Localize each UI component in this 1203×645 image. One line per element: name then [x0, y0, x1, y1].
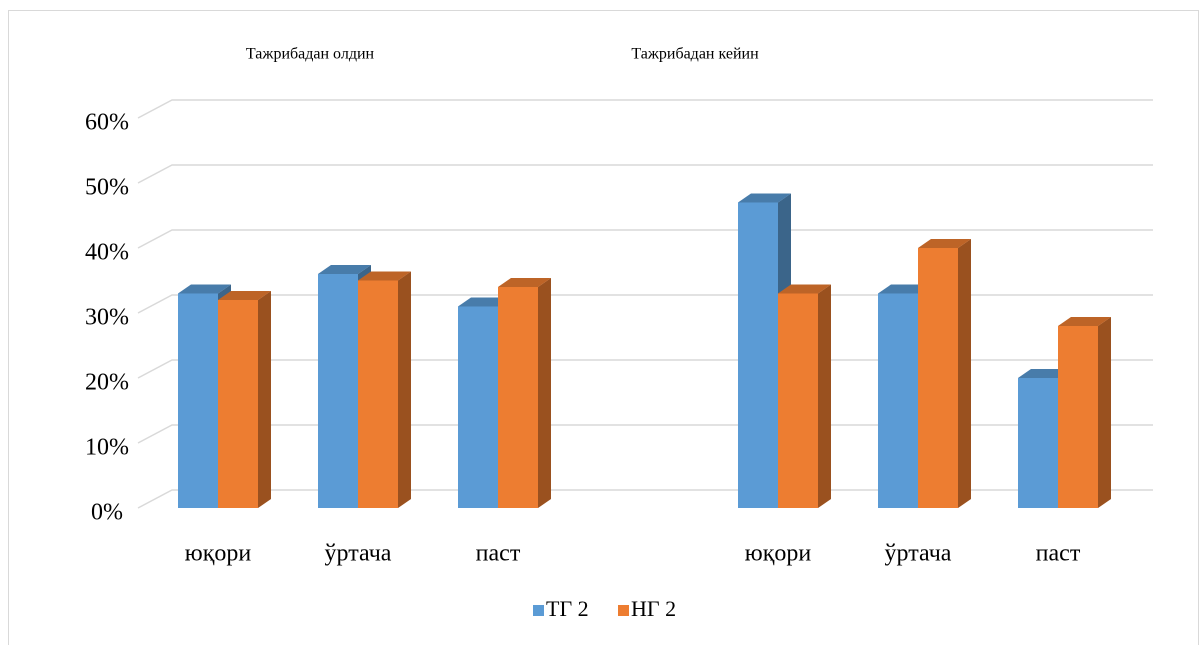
y-tick-label: 50% [85, 175, 129, 201]
legend-label: НГ 2 [631, 596, 676, 621]
bar-face [778, 284, 831, 294]
bar-face [1018, 369, 1071, 378]
x-tick-label: паст [476, 541, 521, 567]
bar-face [498, 278, 551, 287]
bar-face [318, 274, 358, 508]
bar-face [958, 239, 971, 508]
bar-face [458, 306, 498, 508]
bar-face [178, 293, 218, 508]
bar-face [458, 297, 511, 307]
bar [918, 239, 971, 508]
bar-face [818, 284, 831, 508]
y-tick-label: 0% [91, 500, 123, 526]
bar-face [178, 284, 231, 294]
bar-face [958, 239, 971, 508]
bar-face [738, 193, 791, 203]
bar-face [358, 271, 411, 281]
bar-face [258, 291, 271, 508]
bar-face [738, 202, 778, 508]
bar [498, 278, 551, 508]
bar-face [458, 297, 511, 307]
y-tick-label: 40% [85, 240, 129, 266]
bar-face [258, 291, 271, 508]
grid-line [137, 99, 1153, 119]
bar-face [1018, 378, 1058, 508]
bar-face [498, 278, 551, 287]
bar-face [818, 284, 831, 508]
bar [778, 284, 831, 508]
annotation: Тажрибадан кейин [631, 46, 759, 63]
bar-face [398, 271, 411, 508]
bar-face [878, 284, 931, 294]
bar-face [1018, 369, 1071, 378]
bar-face [358, 280, 398, 508]
y-tick-label: 10% [85, 435, 129, 461]
bar-face [878, 293, 918, 508]
x-tick-label: юқори [185, 541, 252, 567]
y-tick-label: 20% [85, 370, 129, 396]
bar-face [918, 239, 971, 248]
bar-face [318, 265, 371, 274]
bar-face [218, 300, 258, 508]
bar-face [498, 287, 538, 508]
bar-face [738, 193, 791, 203]
bar-face [398, 271, 411, 508]
bar-face [778, 284, 831, 294]
bar-face [918, 248, 958, 508]
y-tick-label: 30% [85, 305, 129, 331]
bar-face [358, 271, 411, 281]
annotation: Тажрибадан олдин [246, 46, 375, 63]
bar [358, 271, 411, 508]
x-tick-label: ўртача [885, 541, 952, 567]
bar-face [538, 278, 551, 508]
bar-face [178, 284, 231, 294]
bar-face [318, 265, 371, 274]
x-tick-label: юқори [745, 541, 812, 567]
bar [218, 291, 271, 508]
legend-swatch [618, 605, 629, 616]
bar-face [1098, 317, 1111, 508]
y-tick-label: 60% [85, 110, 129, 136]
legend-swatch [533, 605, 544, 616]
bar [1058, 317, 1111, 508]
bar-face [1058, 317, 1111, 326]
x-tick-label: ўртача [325, 541, 392, 567]
bar-face [1098, 317, 1111, 508]
bar-face [538, 278, 551, 508]
bar-face [1058, 326, 1098, 508]
grid-line [137, 229, 1153, 249]
bar-face [1058, 317, 1111, 326]
bar-face [778, 293, 818, 508]
legend-label: ТГ 2 [546, 596, 589, 621]
bar-face [218, 291, 271, 300]
bar-face [918, 239, 971, 248]
bar-face [878, 284, 931, 294]
grid-line [137, 164, 1153, 184]
x-tick-label: паст [1036, 541, 1081, 567]
bar-face [218, 291, 271, 300]
